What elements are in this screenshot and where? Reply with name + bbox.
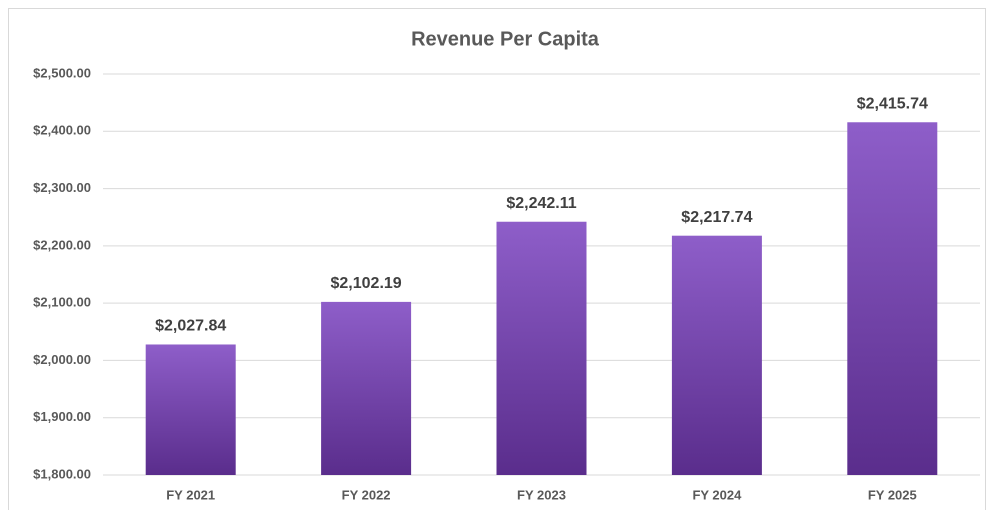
x-tick-label: FY 2023 (517, 487, 566, 502)
x-tick-label: FY 2021 (166, 487, 215, 502)
chart-title: Revenue Per Capita (411, 28, 600, 50)
bar (847, 122, 938, 475)
data-label: $2,242.11 (506, 195, 576, 212)
y-tick-label: $2,300.00 (33, 180, 91, 195)
bar (496, 221, 587, 475)
bar (671, 235, 762, 475)
y-tick-label: $1,800.00 (33, 466, 91, 481)
x-tick-label: FY 2024 (692, 487, 742, 502)
bar (145, 344, 236, 475)
data-label: $2,415.74 (857, 95, 928, 112)
x-tick-label: FY 2025 (868, 487, 917, 502)
data-label: $2,217.74 (681, 209, 752, 226)
bar (321, 301, 412, 475)
y-tick-label: $2,500.00 (33, 65, 91, 80)
y-tick-label: $2,400.00 (33, 123, 91, 138)
data-label: $2,027.84 (155, 318, 226, 335)
y-tick-label: $2,100.00 (33, 295, 91, 310)
y-tick-label: $2,200.00 (33, 237, 91, 252)
x-tick-label: FY 2022 (342, 487, 391, 502)
y-tick-label: $2,000.00 (33, 352, 91, 367)
y-tick-label: $1,900.00 (33, 409, 91, 424)
data-label: $2,102.19 (331, 275, 402, 292)
